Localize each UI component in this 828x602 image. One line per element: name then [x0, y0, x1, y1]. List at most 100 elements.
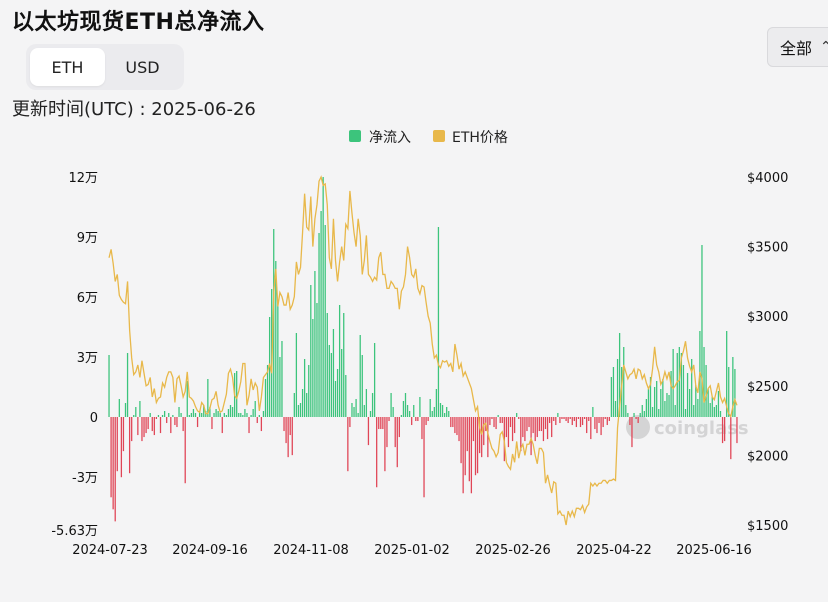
- inflow-bar: [203, 405, 205, 417]
- inflow-bar: [623, 347, 625, 417]
- inflow-bar: [254, 401, 256, 417]
- inflow-bar: [135, 407, 137, 417]
- inflow-bar: [415, 417, 417, 422]
- inflow-bar: [678, 347, 680, 417]
- inflow-bar: [221, 417, 223, 434]
- inflow-bar: [219, 413, 221, 417]
- inflow-bar: [380, 417, 382, 430]
- inflow-bar: [322, 177, 324, 417]
- inflow-bar: [723, 417, 726, 442]
- inflow-bar: [668, 395, 670, 417]
- inflow-bar: [507, 417, 510, 448]
- inflow-bar: [540, 417, 543, 432]
- x-tick-label: 2024-09-16: [172, 543, 248, 558]
- unit-option-usd[interactable]: USD: [125, 57, 160, 77]
- legend-swatch-inflow: [349, 130, 361, 142]
- inflow-bar: [223, 413, 225, 417]
- inflow-bar: [425, 417, 427, 426]
- inflow-bar: [133, 415, 135, 417]
- inflow-bar: [114, 417, 116, 522]
- inflow-bar: [225, 415, 228, 417]
- inflow-bar: [431, 411, 433, 417]
- updated-time: 更新时间(UTC) : 2025-06-26: [12, 99, 256, 120]
- inflow-bar: [166, 417, 168, 424]
- inflow-bar: [126, 353, 129, 417]
- inflow-bar: [450, 417, 452, 428]
- inflow-bar: [719, 411, 722, 417]
- inflow-bar: [614, 401, 617, 417]
- inflow-bar: [215, 409, 217, 417]
- inflow-bar: [398, 417, 400, 438]
- inflow-bar: [141, 417, 143, 442]
- inflow-bar: [499, 417, 501, 424]
- unit-option-eth[interactable]: ETH: [30, 48, 105, 86]
- inflow-bar: [246, 413, 248, 417]
- price-line: [108, 175, 738, 526]
- inflow-bar: [338, 305, 341, 417]
- inflow-bar: [674, 405, 676, 417]
- inflow-bar: [643, 411, 645, 417]
- inflow-bar: [481, 417, 483, 458]
- inflow-bar: [466, 417, 468, 452]
- y-left-tick-label: 3万: [77, 351, 98, 366]
- inflow-bar: [419, 397, 421, 417]
- inflow-bar: [303, 359, 306, 417]
- inflow-bar: [359, 335, 361, 417]
- inflow-bar: [112, 417, 114, 510]
- inflow-bar: [688, 389, 691, 417]
- time-range-label: 全部: [780, 39, 813, 58]
- inflow-bar: [242, 415, 244, 417]
- inflow-bar: [571, 417, 573, 426]
- inflow-bar: [528, 417, 530, 428]
- inflow-bar: [501, 417, 503, 424]
- inflow-bar: [711, 397, 713, 417]
- inflow-bar: [505, 417, 508, 438]
- inflow-bar: [357, 413, 359, 417]
- inflow-bar: [413, 405, 415, 417]
- inflow-bar: [575, 417, 578, 428]
- unit-toggle[interactable]: ETH USD: [26, 44, 184, 90]
- inflow-bar: [489, 417, 491, 426]
- inflow-bar: [717, 391, 720, 417]
- inflow-bar: [194, 413, 197, 417]
- inflow-bar: [460, 417, 462, 464]
- inflow-bar: [155, 417, 158, 420]
- inflow-bar: [491, 417, 493, 420]
- inflow-bar: [238, 413, 240, 417]
- inflow-bar: [705, 365, 707, 417]
- inflow-bar: [170, 417, 172, 434]
- inflow-bar: [287, 417, 289, 458]
- inflow-bar: [730, 417, 732, 460]
- inflow-bar: [392, 407, 394, 417]
- inflow-bar: [297, 405, 300, 417]
- inflow-bar: [293, 393, 295, 417]
- time-range-select[interactable]: 全部 ⌃: [767, 27, 828, 67]
- inflow-bar: [516, 413, 518, 417]
- inflow-bar: [367, 417, 370, 446]
- inflow-bar: [544, 417, 547, 430]
- inflow-bar: [147, 417, 149, 430]
- inflow-bar: [306, 393, 308, 417]
- y-axis-left: 12万 9万 6万 3万 0 -3万 -5.63万: [51, 171, 98, 539]
- inflow-bar: [697, 399, 699, 417]
- inflow-bar: [347, 417, 349, 472]
- y-right-tick-label: $2000: [747, 449, 788, 464]
- inflow-bar: [332, 329, 335, 417]
- inflow-bar: [324, 225, 326, 417]
- inflow-bar: [684, 409, 687, 417]
- inflow-bar: [472, 417, 475, 442]
- inflow-bar: [120, 417, 123, 478]
- y-right-tick-label: $2500: [747, 380, 788, 395]
- legend-swatch-price: [433, 130, 445, 142]
- inflow-bar: [448, 411, 450, 417]
- inflow-bar: [649, 377, 652, 417]
- inflow-bar: [732, 357, 734, 417]
- inflow-bar: [161, 415, 164, 417]
- inflow-bar: [666, 393, 668, 417]
- inflow-bar: [511, 417, 514, 442]
- inflow-bar: [433, 407, 435, 417]
- inflow-bar: [569, 417, 571, 420]
- inflow-bar: [378, 417, 380, 430]
- inflow-bar: [734, 369, 736, 417]
